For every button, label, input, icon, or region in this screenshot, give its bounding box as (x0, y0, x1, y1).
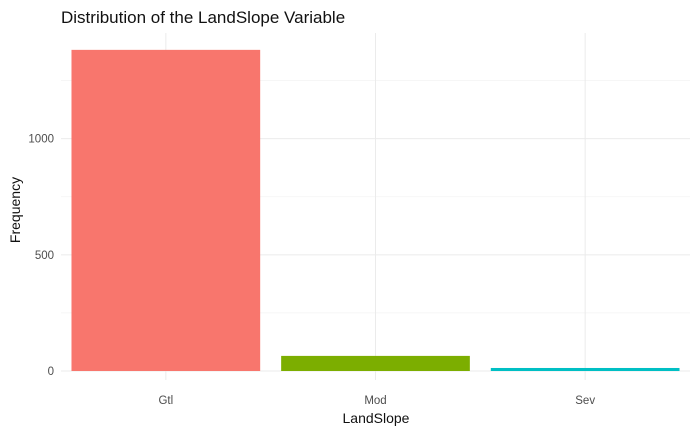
y-tick-label: 0 (48, 366, 54, 378)
y-tick-label: 500 (35, 250, 54, 262)
y-tick-label: 1000 (28, 134, 54, 146)
bar-mod (281, 355, 470, 371)
bar-sev (490, 367, 680, 371)
chart-title: Distribution of the LandSlope Variable (61, 8, 345, 27)
x-axis-ticks: Gtl Mod Sev (158, 395, 595, 407)
bars (71, 49, 680, 371)
x-tick-label: Gtl (158, 395, 173, 407)
x-tick-label: Mod (364, 395, 386, 407)
y-axis-ticks: 0 500 1000 (28, 134, 54, 378)
x-tick-label: Sev (575, 395, 595, 407)
y-axis-title: Frequency (7, 177, 23, 243)
x-axis-title: LandSlope (343, 410, 410, 426)
bar-gtl (71, 49, 261, 371)
